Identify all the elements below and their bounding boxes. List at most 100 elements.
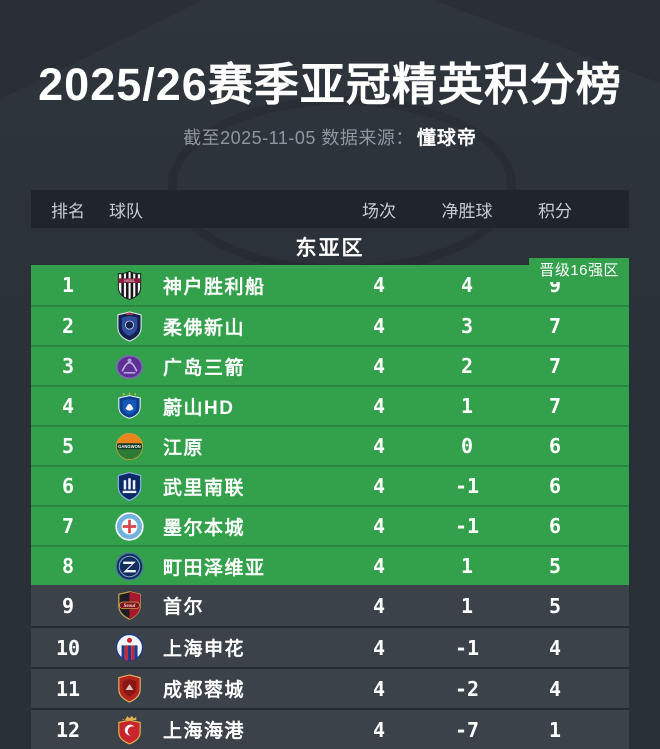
played-cell: 4 (372, 514, 386, 538)
goal-diff-cell: -1 (454, 635, 480, 660)
goal-diff-cell: -2 (454, 676, 480, 701)
team-name: 柔佛新山 (163, 317, 246, 339)
gangwon-fc-crest: GANGWON (105, 431, 153, 462)
team-name: 武里南联 (163, 477, 246, 499)
standings-table: 排名 球队 场次 净胜球 积分 东亚区 晋级16强区 1 VISSEL 神户胜利… (31, 190, 629, 749)
qualification-zone-badge: 晋级16强区 (529, 258, 629, 282)
points-cell: 7 (548, 394, 562, 418)
as-of-text: 截至2025-11-05 数据来源： (183, 128, 414, 149)
sanfrecce-hiroshima-crest (105, 351, 153, 382)
team-name: 广岛三箭 (163, 357, 246, 379)
goal-diff-cell: 2 (460, 354, 474, 378)
played-cell: 4 (372, 554, 386, 578)
header-team: 球队 (109, 201, 143, 221)
goal-diff-cell: -7 (454, 717, 480, 742)
fc-seoul-crest: Seoul (105, 590, 153, 621)
team-name: 蔚山HD (163, 397, 235, 419)
svg-text:VISSEL: VISSEL (123, 278, 135, 282)
played-cell: 4 (372, 635, 386, 660)
source-name: 懂球帝 (416, 128, 477, 150)
table-row: 7 墨尔本城 4 -1 6 (31, 505, 629, 545)
buriram-united-crest (105, 471, 153, 502)
header-played: 场次 (362, 201, 396, 221)
points-cell: 7 (548, 354, 562, 378)
played-cell: 4 (372, 354, 386, 378)
subtitle: 截至2025-11-05 数据来源： 懂球帝 (0, 123, 660, 150)
rank-cell: 2 (61, 314, 75, 338)
played-cell: 4 (372, 676, 386, 701)
header-points: 积分 (538, 201, 572, 221)
svg-text:GANGWON: GANGWON (118, 443, 141, 448)
table-row: 3 广岛三箭 4 2 7 (31, 345, 629, 385)
played-cell: 4 (372, 314, 386, 338)
header-goal-diff: 净胜球 (441, 201, 493, 221)
goal-diff-cell: 1 (460, 394, 474, 418)
rank-cell: 5 (61, 434, 75, 458)
table-row: 5 GANGWON 江原 4 0 6 (31, 425, 629, 465)
goal-diff-cell: 0 (460, 434, 474, 458)
table-row: 2 柔佛新山 4 3 7 (31, 305, 629, 345)
table-row: 8 町田泽维亚 4 1 5 (31, 545, 629, 585)
points-cell: 7 (548, 314, 562, 338)
goal-diff-cell: 3 (460, 314, 474, 338)
team-name: 町田泽维亚 (163, 557, 266, 579)
played-cell: 4 (372, 434, 386, 458)
points-cell: 6 (548, 474, 562, 498)
table-row: 9 Seoul 首尔 4 1 5 (31, 585, 629, 626)
points-cell: 4 (548, 635, 562, 660)
points-cell: 6 (548, 514, 562, 538)
table-row: 4 蔚山HD 4 1 7 (31, 385, 629, 425)
played-cell: 4 (372, 273, 386, 297)
team-name: 成都蓉城 (163, 680, 246, 701)
rank-cell: 10 (55, 635, 81, 660)
team-name: 首尔 (163, 597, 205, 618)
team-name: 上海申花 (163, 639, 246, 660)
table-row: 6 武里南联 4 -1 6 (31, 465, 629, 505)
chengdu-rongcheng-crest (105, 673, 153, 704)
ulsan-hd-crest (105, 391, 153, 422)
team-name: 墨尔本城 (163, 517, 246, 539)
points-cell: 5 (548, 593, 562, 618)
rank-cell: 11 (55, 676, 81, 701)
header: 2025/26赛季亚冠精英积分榜 截至2025-11-05 数据来源： 懂球帝 (0, 0, 660, 150)
table-row: 10 上海申花 4 -1 4 (31, 626, 629, 667)
vissel-kobe-crest: VISSEL (105, 270, 153, 301)
points-cell: 5 (548, 554, 562, 578)
rank-cell: 3 (61, 354, 75, 378)
goal-diff-cell: -1 (454, 514, 480, 538)
rank-cell: 6 (61, 474, 75, 498)
section-title-east-asia: 东亚区 (295, 236, 365, 260)
page-title: 2025/26赛季亚冠精英积分榜 (38, 59, 622, 110)
melbourne-city-crest (105, 511, 153, 542)
rank-cell: 9 (61, 593, 75, 618)
shanghai-shenhua-crest (105, 632, 153, 663)
points-cell: 6 (548, 434, 562, 458)
goal-diff-cell: 1 (460, 554, 474, 578)
machida-zelvia-crest (105, 551, 153, 582)
shanghai-port-crest (105, 714, 153, 745)
rank-cell: 4 (61, 394, 75, 418)
played-cell: 4 (372, 717, 386, 742)
team-name: 神户胜利船 (163, 276, 266, 298)
table-row: 12 上海海港 4 -7 1 (31, 708, 629, 749)
rank-cell: 12 (55, 717, 81, 742)
team-name: 上海海港 (163, 721, 246, 742)
points-cell: 4 (548, 676, 562, 701)
played-cell: 4 (372, 474, 386, 498)
table-row: 11 成都蓉城 4 -2 4 (31, 667, 629, 708)
goal-diff-cell: 1 (460, 593, 474, 618)
rank-cell: 1 (61, 273, 75, 297)
goal-diff-cell: -1 (454, 474, 480, 498)
qualification-zone-rows: 晋级16强区 1 VISSEL 神户胜利船 4 4 9 2 柔佛新山 4 3 7… (31, 258, 629, 585)
svg-text:Seoul: Seoul (123, 604, 135, 609)
rank-cell: 7 (61, 514, 75, 538)
played-cell: 4 (372, 394, 386, 418)
points-cell: 1 (548, 717, 562, 742)
team-name: 江原 (163, 437, 205, 459)
goal-diff-cell: 4 (460, 273, 474, 297)
table-row: 1 VISSEL 神户胜利船 4 4 9 (31, 265, 629, 305)
header-rank: 排名 (51, 201, 85, 221)
johor-darul-tazim-crest (105, 310, 153, 342)
played-cell: 4 (372, 593, 386, 618)
